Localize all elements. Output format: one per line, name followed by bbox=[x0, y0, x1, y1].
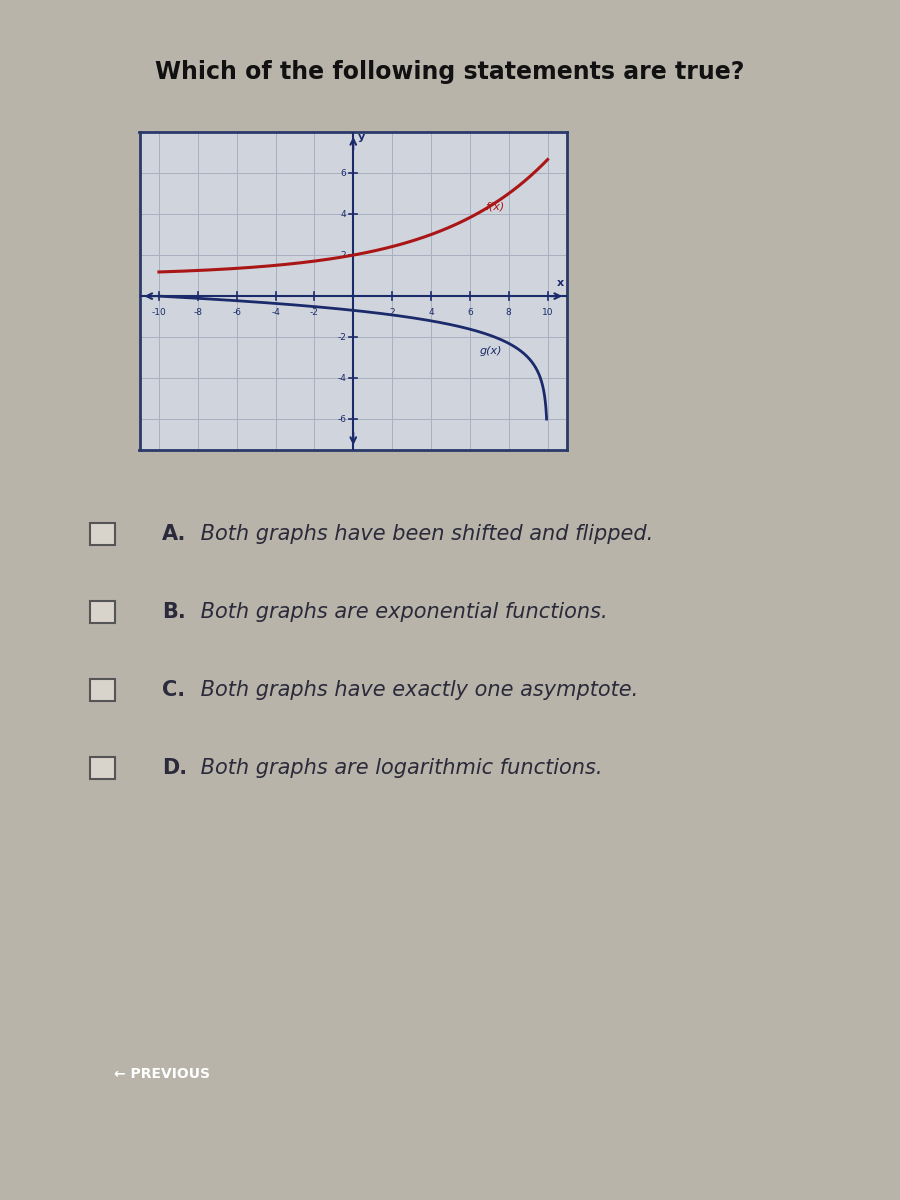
Text: 4: 4 bbox=[341, 210, 346, 218]
Text: Both graphs are exponential functions.: Both graphs are exponential functions. bbox=[194, 602, 608, 622]
Text: Both graphs have been shifted and flipped.: Both graphs have been shifted and flippe… bbox=[194, 524, 653, 544]
Text: 6: 6 bbox=[467, 308, 472, 318]
Text: Both graphs have exactly one asymptote.: Both graphs have exactly one asymptote. bbox=[194, 680, 639, 700]
Text: -4: -4 bbox=[338, 373, 346, 383]
Text: ← PREVIOUS: ← PREVIOUS bbox=[114, 1067, 210, 1081]
Text: -2: -2 bbox=[338, 332, 346, 342]
Text: 8: 8 bbox=[506, 308, 511, 318]
Text: Both graphs are logarithmic functions.: Both graphs are logarithmic functions. bbox=[194, 758, 603, 778]
Text: 6: 6 bbox=[341, 168, 346, 178]
Text: 10: 10 bbox=[542, 308, 554, 318]
Text: B.: B. bbox=[162, 602, 185, 622]
Text: y: y bbox=[358, 132, 365, 143]
Text: Which of the following statements are true?: Which of the following statements are tr… bbox=[156, 60, 744, 84]
Text: C.: C. bbox=[162, 680, 185, 700]
Text: -4: -4 bbox=[271, 308, 280, 318]
Text: -6: -6 bbox=[232, 308, 241, 318]
Text: 2: 2 bbox=[390, 308, 395, 318]
Text: -8: -8 bbox=[194, 308, 202, 318]
Text: A.: A. bbox=[162, 524, 186, 544]
Text: g(x): g(x) bbox=[480, 346, 502, 355]
Text: 4: 4 bbox=[428, 308, 434, 318]
Text: D.: D. bbox=[162, 758, 187, 778]
Text: -6: -6 bbox=[338, 415, 346, 424]
Text: 2: 2 bbox=[341, 251, 346, 259]
Text: -10: -10 bbox=[151, 308, 166, 318]
Text: x: x bbox=[557, 278, 564, 288]
Text: f(x): f(x) bbox=[485, 202, 505, 212]
Text: -2: -2 bbox=[310, 308, 319, 318]
